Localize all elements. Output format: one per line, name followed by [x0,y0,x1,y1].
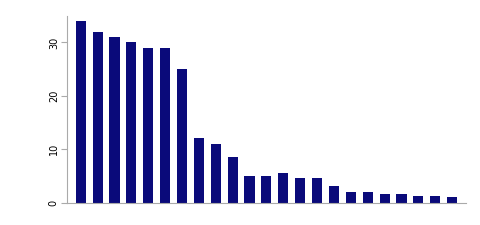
Bar [76,21,86,203]
Bar [109,37,120,202]
Bar [447,197,457,202]
Bar [346,192,356,202]
Bar [396,194,407,202]
Bar [211,144,221,202]
Bar [413,196,423,202]
Bar [244,176,254,202]
Bar [430,196,440,202]
Bar [228,157,238,202]
Bar [380,194,390,202]
Bar [177,69,187,202]
Bar [93,32,103,202]
Bar [126,43,136,203]
Bar [329,187,339,202]
Bar [143,48,153,202]
Bar [312,178,322,202]
Bar [295,178,305,202]
Bar [362,192,373,202]
Bar [278,173,288,202]
Bar [160,48,170,202]
Bar [194,138,204,202]
Bar [261,176,272,202]
